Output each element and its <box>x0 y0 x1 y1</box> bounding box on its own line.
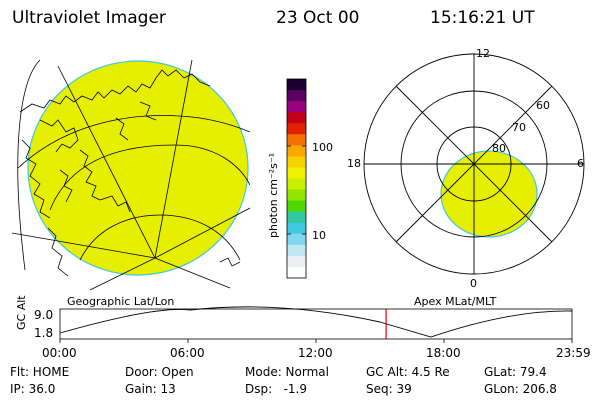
time-tick-1800: 18:00 <box>426 346 461 360</box>
altitude-ylabel: GC Alt <box>15 295 28 330</box>
date-label: 23 Oct 00 <box>276 8 360 28</box>
colorbar-tick-10: 10 <box>312 229 326 242</box>
info-flt: Flt: HOME <box>10 365 70 379</box>
colorbar-band <box>287 222 306 235</box>
lat-label-60: 60 <box>536 99 550 112</box>
colorbar-band <box>287 200 306 213</box>
colorbar-band <box>287 189 306 202</box>
colorbar-band <box>287 112 306 124</box>
colorbar-band <box>287 123 306 135</box>
lat-label-80: 80 <box>492 142 506 155</box>
time-tick-0000: 00:00 <box>42 346 77 360</box>
colorbar-band <box>287 178 306 191</box>
time-tick-2359: 23:59 <box>556 346 591 360</box>
altitude-tick-high: 9.0 <box>34 308 54 322</box>
colorbar-band <box>287 79 306 91</box>
mlt-label-18: 18 <box>347 157 361 170</box>
altitude-tick-low: 1.8 <box>34 326 54 340</box>
info-seq: Seq: 39 <box>366 382 412 396</box>
colorbar-band <box>287 244 306 257</box>
colorbar-band <box>287 156 306 169</box>
colorbar-tick-100: 100 <box>312 141 333 154</box>
info-ip: IP: 36.0 <box>10 382 56 396</box>
geographic-caption: Geographic Lat/Lon <box>67 295 175 308</box>
lat-label-70: 70 <box>512 121 526 134</box>
info-gc-alt: GC Alt: 4.5 Re <box>366 365 450 379</box>
colorbar-band <box>287 90 306 102</box>
colorbar-band <box>287 211 306 224</box>
mlt-label-6: 6 <box>577 157 584 170</box>
mlt-label-12: 12 <box>476 47 490 60</box>
time-tick-1200: 12:00 <box>298 346 333 360</box>
info-door: Door: Open <box>125 365 194 379</box>
colorbar-band <box>287 255 306 268</box>
time-label: 15:16:21 UT <box>430 8 535 28</box>
info-gain: Gain: 13 <box>125 382 176 396</box>
colorbar-band <box>287 266 306 279</box>
instrument-title: Ultraviolet Imager <box>12 8 166 28</box>
colorbar-band <box>287 134 306 146</box>
colorbar-band <box>287 167 306 180</box>
info-mode: Mode: Normal <box>245 365 329 379</box>
colorbar-band <box>287 233 306 246</box>
auroral-image-oval <box>27 60 249 276</box>
mlt-label-0: 0 <box>470 277 477 290</box>
info-glon: GLon: 206.8 <box>484 382 557 396</box>
colorbar-band <box>287 145 306 157</box>
time-tick-0600: 06:00 <box>170 346 205 360</box>
info-glat: GLat: 79.4 <box>484 365 547 379</box>
apex-caption: Apex MLat/MLT <box>414 295 497 308</box>
info-dsp: Dsp: -1.9 <box>245 382 308 396</box>
colorbar-band <box>287 101 306 113</box>
